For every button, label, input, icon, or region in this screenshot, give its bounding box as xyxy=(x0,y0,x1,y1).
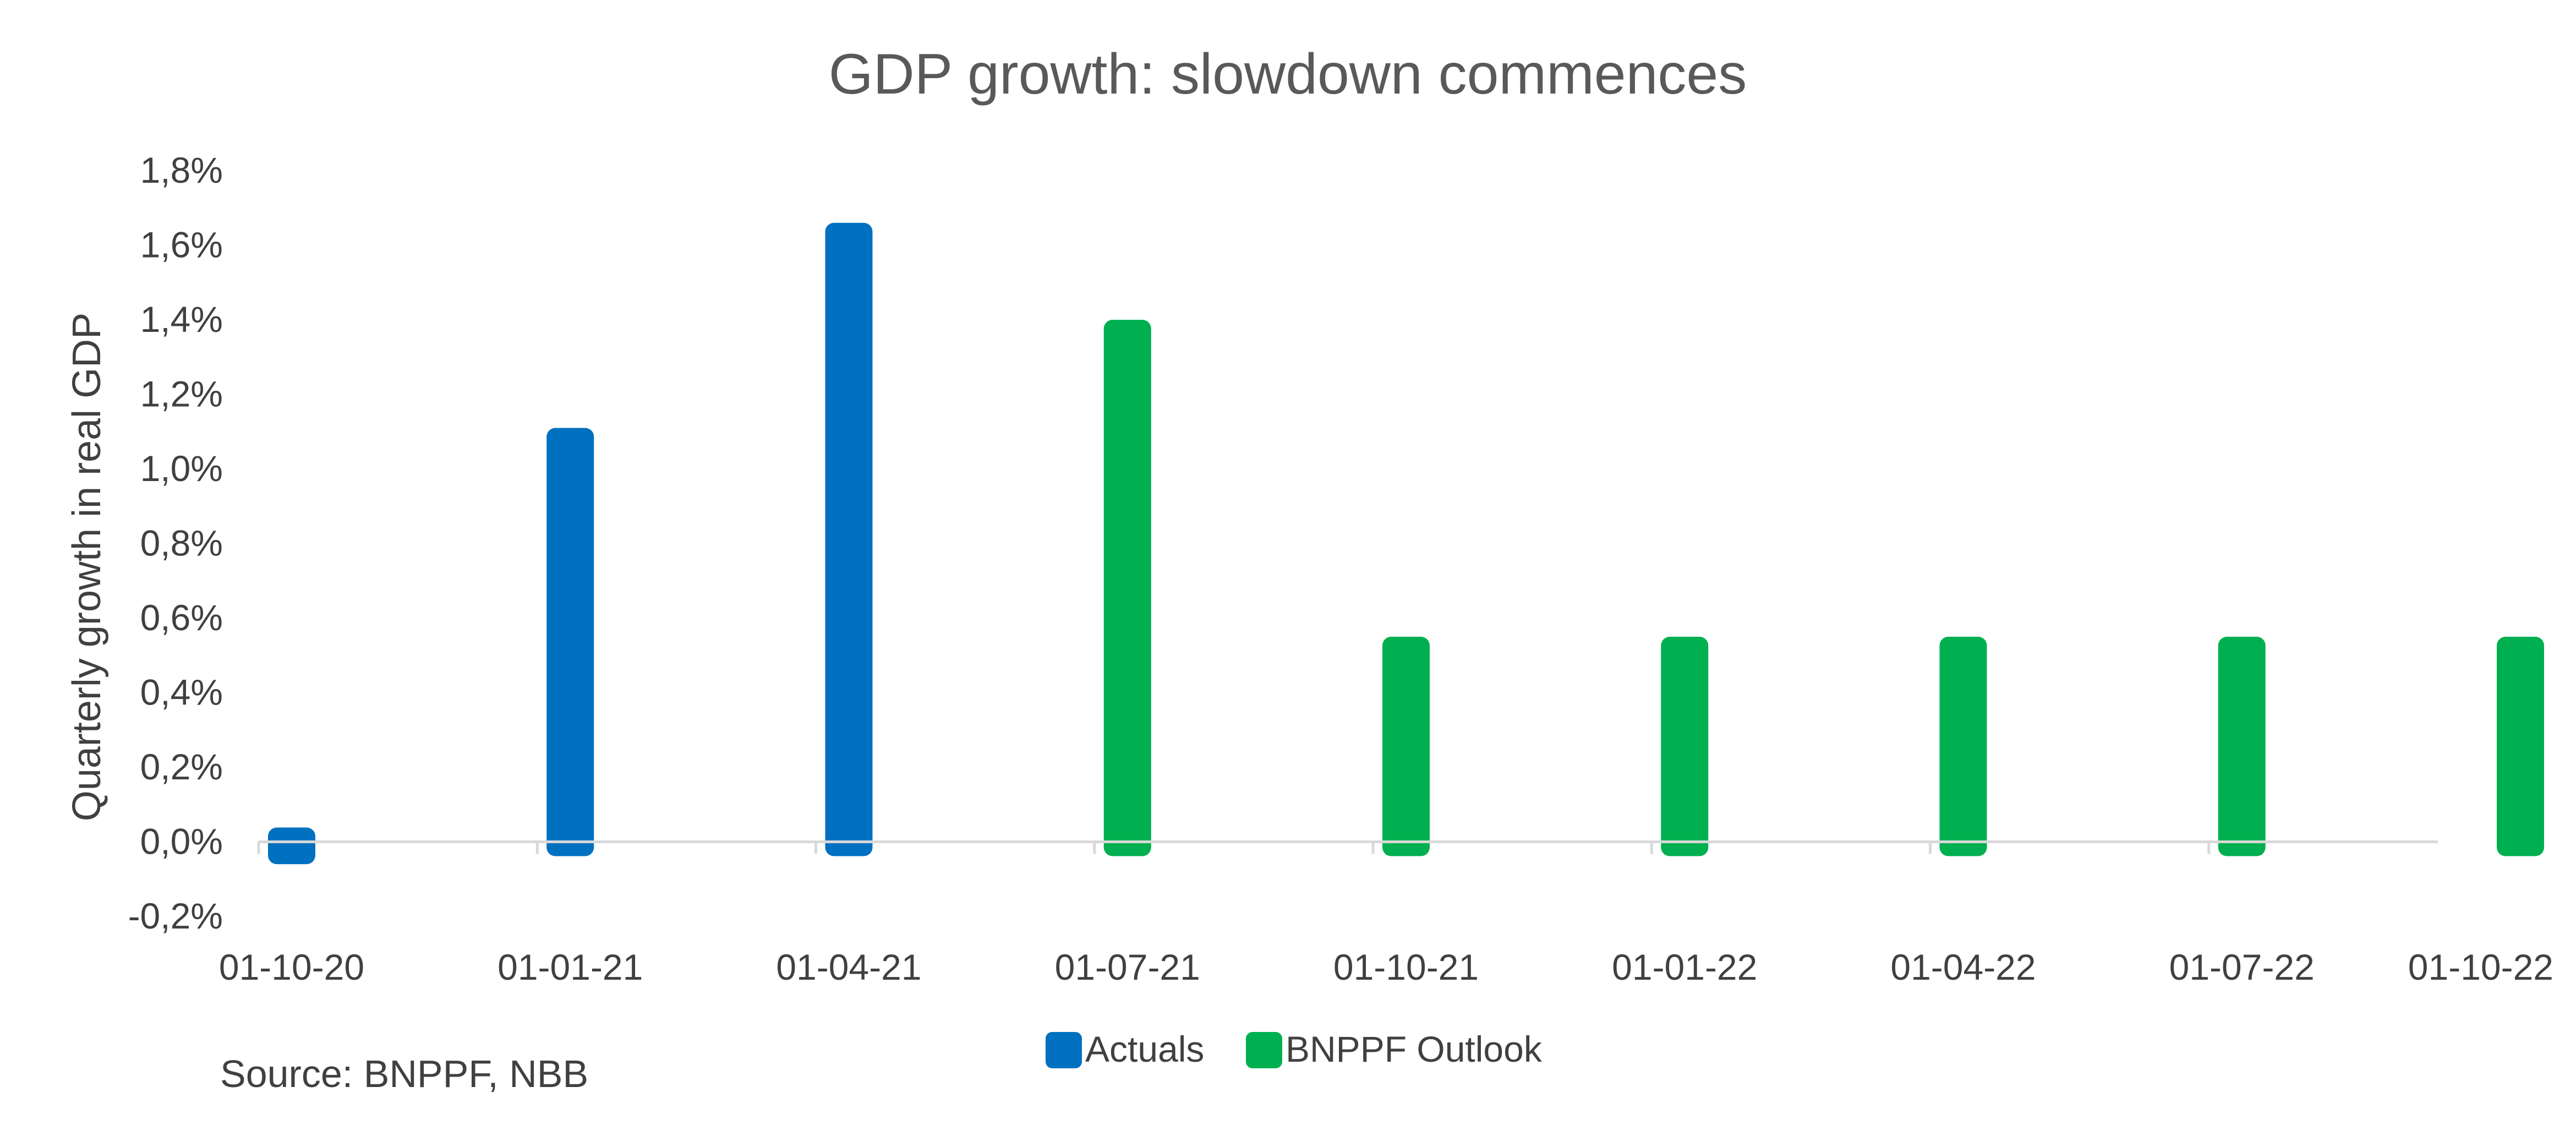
y-tick-label: 0,8% xyxy=(140,523,223,564)
bar-actuals xyxy=(546,428,594,856)
x-axis xyxy=(257,840,2438,854)
y-axis-ticks: -0,2% 0,0% 0,2% 0,4% 0,6% 0,8% 1,0% 1,2% 1,4% 1,6… xyxy=(128,150,223,936)
y-tick-label: 1,2% xyxy=(140,374,223,414)
y-tick-label: 0,0% xyxy=(140,821,223,862)
y-tick-label: -0,2% xyxy=(128,895,223,936)
legend-label: Actuals xyxy=(1085,1029,1204,1069)
x-tick-label: 01-10-21 xyxy=(1333,947,1479,987)
legend-label: BNPPF Outlook xyxy=(1286,1029,1543,1069)
bar-actuals xyxy=(268,827,315,865)
y-tick-label: 0,2% xyxy=(140,746,223,787)
y-tick-label: 1,6% xyxy=(140,225,223,265)
bars xyxy=(268,222,2544,865)
x-tick-label: 01-07-22 xyxy=(2169,947,2315,987)
x-tick-label: 01-04-22 xyxy=(1890,947,2036,987)
x-tick-label: 01-10-20 xyxy=(219,947,364,987)
bar-bnppf-outlook xyxy=(1382,636,1430,856)
x-tick-label: 01-01-21 xyxy=(497,947,643,987)
legend-swatch-bnppf-outlook xyxy=(1246,1032,1282,1068)
y-tick-label: 0,6% xyxy=(140,597,223,638)
chart-title: GDP growth: slowdown commences xyxy=(829,42,1747,106)
bar-actuals xyxy=(825,222,873,856)
y-tick-label: 1,0% xyxy=(140,448,223,489)
y-axis-title: Quarterly growth in real GDP xyxy=(65,313,109,821)
bar-bnppf-outlook xyxy=(1103,320,1151,856)
x-tick-label: 01-04-21 xyxy=(776,947,921,987)
y-tick-label: 1,4% xyxy=(140,299,223,340)
bar-bnppf-outlook xyxy=(2218,636,2266,856)
source-note: Source: BNPPF, NBB xyxy=(220,1052,588,1095)
x-tick-label: 01-01-22 xyxy=(1612,947,1757,987)
y-tick-label: 0,4% xyxy=(140,672,223,713)
x-tick-label: 01-10-22 xyxy=(2408,947,2553,987)
x-tick-label: 01-07-21 xyxy=(1055,947,1200,987)
legend-swatch-actuals xyxy=(1046,1032,1082,1068)
x-axis-ticks: 01-10-20 01-01-21 01-04-21 01-07-21 01-10-21… xyxy=(219,947,2553,987)
bar-bnppf-outlook xyxy=(1939,636,1987,856)
bar-bnppf-outlook xyxy=(2497,636,2544,856)
bar-bnppf-outlook xyxy=(1661,636,1709,856)
y-tick-label: 1,8% xyxy=(140,150,223,190)
legend: Actuals BNPPF Outlook xyxy=(1046,1029,1543,1069)
